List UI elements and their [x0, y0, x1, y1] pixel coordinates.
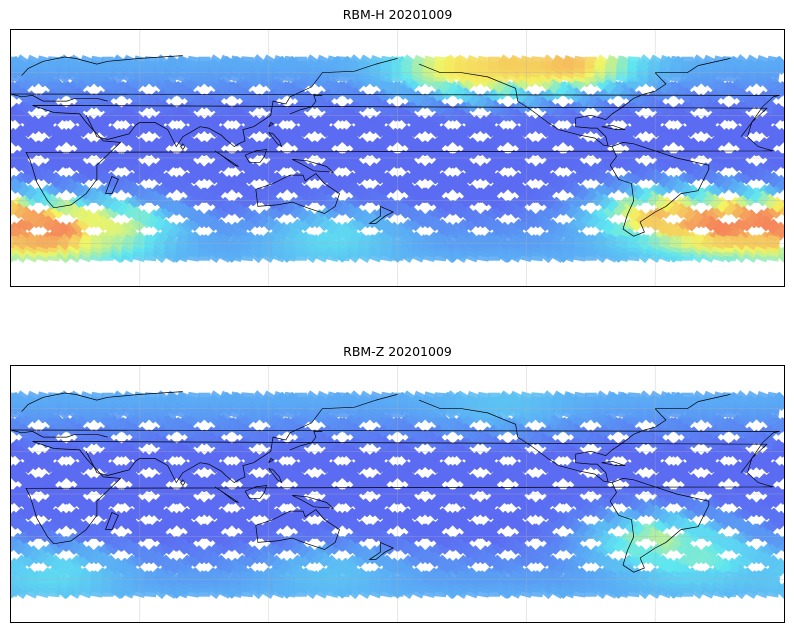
- swath-cell: [11, 178, 23, 194]
- swath-layer: [11, 54, 784, 264]
- swath-cell: [11, 84, 25, 100]
- swath-cell: [67, 54, 84, 71]
- map-frame-top: [10, 29, 785, 287]
- swath-cell: [35, 55, 51, 71]
- map-title-top: RBM-H 20201009: [342, 7, 453, 22]
- swath-cell: [11, 56, 17, 69]
- swath-cell: [11, 153, 20, 169]
- swath-cell: [13, 54, 31, 72]
- swath-cell: [11, 200, 19, 216]
- swath-cell: [11, 106, 21, 122]
- swath-map-top: [11, 30, 784, 286]
- swath-cell: [47, 56, 61, 70]
- swath-cell: [78, 55, 94, 71]
